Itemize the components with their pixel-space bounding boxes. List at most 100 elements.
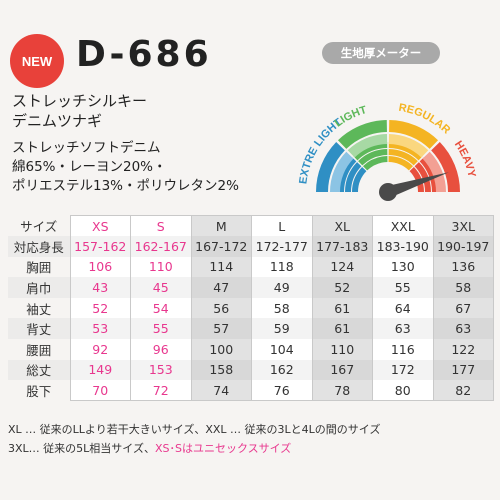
- table-cell: 53: [69, 318, 131, 340]
- table-cell: 157-162: [69, 236, 131, 257]
- product-code: D-686: [76, 34, 212, 75]
- table-cell: 56: [190, 297, 252, 319]
- table-cell: 106: [69, 256, 131, 278]
- table-row: 総丈 149 153 158 162 167 172 177: [8, 359, 494, 381]
- table-cell: 153: [130, 359, 191, 381]
- meter-segment-1: [337, 120, 387, 149]
- row-label: 背丈: [8, 318, 70, 340]
- table-cell: 55: [130, 318, 191, 340]
- table-row: 背丈 53 55 57 59 61 63 63: [8, 318, 494, 340]
- row-label: 袖丈: [26, 301, 52, 317]
- meter-segment-3: [431, 141, 460, 192]
- size-header-xxl: XXL: [372, 215, 433, 237]
- size-table: サイズ XS S M L XL XXL 3XL 対応身長 157-162 162-167 167-17…: [8, 215, 494, 402]
- meter-segment-2-inner-1: [388, 149, 418, 166]
- table-cell: 70: [69, 380, 131, 402]
- table-cell: 82: [432, 380, 494, 402]
- table-cell: 118: [251, 256, 312, 278]
- meter-segment-3-inner-0: [419, 157, 438, 192]
- new-badge: NEW: [10, 34, 64, 88]
- meter-segment-0-fill: [330, 151, 354, 192]
- table-row: 袖丈 52 54 56 58 61 64 67: [8, 297, 494, 319]
- size-header-3xl: 3XL: [432, 215, 494, 237]
- fabric-line3: ポリエステル13%・ポリウレタン2%: [12, 178, 239, 194]
- table-cell: 172-177: [251, 236, 312, 257]
- meter-segment-0-inner-1: [345, 162, 362, 192]
- table-cell: 110: [130, 256, 191, 278]
- table-cell: 58: [251, 297, 312, 319]
- table-cell: 114: [190, 256, 252, 278]
- meter-segment-3-fill: [422, 151, 446, 192]
- meter-segment-2-fill: [388, 134, 429, 158]
- meter-segment-3-inner-1: [414, 162, 431, 192]
- table-cell: 78: [311, 380, 373, 402]
- table-cell: 57: [190, 318, 252, 340]
- table-row: 股下 70 72 74 76 78 80 82: [8, 380, 494, 402]
- table-cell: 110: [311, 339, 373, 360]
- size-header-s: S: [130, 215, 191, 237]
- table-cell: 116: [372, 339, 433, 360]
- table-cell: 136: [432, 256, 494, 278]
- table-cell: 149: [69, 359, 131, 381]
- table-cell: 96: [130, 339, 191, 360]
- meter-segment-1-inner-1: [358, 149, 388, 166]
- table-cell: 47: [190, 277, 252, 298]
- table-cell: 74: [190, 380, 252, 402]
- table-cell: 63: [432, 318, 494, 340]
- table-cell: 190-197: [432, 236, 494, 257]
- table-cell: 92: [69, 339, 131, 360]
- size-note-unisex: XS･Sはユニセックスサイズ: [154, 442, 292, 455]
- size-header-xl: XL: [311, 215, 373, 237]
- table-cell: 177: [432, 359, 494, 381]
- row-label: 股下: [26, 384, 52, 400]
- size-header-l: L: [251, 215, 312, 237]
- size-note-line2: 3XL… 従来の5L相当サイズ、XS･Sはユニセックスサイズ: [8, 440, 291, 456]
- table-cell: 67: [432, 297, 494, 319]
- table-cell: 122: [432, 339, 494, 360]
- table-cell: 177-183: [311, 236, 373, 257]
- table-cell: 100: [190, 339, 252, 360]
- table-cell: 43: [69, 277, 131, 298]
- table-cell: 172: [372, 359, 433, 381]
- table-cell: 72: [130, 380, 191, 402]
- meter-segment-2-inner-2: [388, 156, 414, 171]
- fabric-line2: 綿65%・レーヨン20%・: [12, 159, 167, 175]
- meter-segment-1-fill: [347, 134, 388, 158]
- size-note-line1: XL … 従来のLLより若干大きいサイズ、XXL … 従来の3Lと4Lの間のサイ…: [8, 423, 381, 436]
- table-cell: 104: [251, 339, 312, 360]
- table-cell: 63: [372, 318, 433, 340]
- table-cell: 162-167: [130, 236, 191, 257]
- table-cell: 64: [372, 297, 433, 319]
- meter-graphic: EXTRE LIGHT LIGHT REGULAR HEAVY: [297, 102, 478, 201]
- meter-segment-0: [316, 141, 345, 192]
- table-cell: 61: [311, 297, 373, 319]
- table-row: 腰囲 92 96 100 104 110 116 122: [8, 339, 494, 360]
- table-cell: 45: [130, 277, 191, 298]
- needle-pointer: [386, 172, 449, 198]
- size-header-m: M: [190, 215, 252, 237]
- row-label: 胸囲: [26, 260, 52, 276]
- product-name-line1: ストレッチシルキー: [12, 92, 148, 110]
- table-cell: 158: [190, 359, 252, 381]
- product-name-line2: デニムツナギ: [12, 112, 103, 130]
- row-label: 腰囲: [26, 342, 52, 358]
- table-cell: 52: [311, 277, 373, 298]
- table-cell: 130: [372, 256, 433, 278]
- fabric-line1: ストレッチソフトデニム: [12, 140, 161, 156]
- table-row: 対応身長 157-162 162-167 167-172 172-177 177-183 1…: [8, 236, 494, 257]
- size-note-line2-main: 3XL… 従来の5L相当サイズ、: [8, 442, 155, 455]
- table-cell: 124: [311, 256, 373, 278]
- table-row: 胸囲 106 110 114 118 124 130 136: [8, 256, 494, 278]
- meter-segment-0-inner-0: [338, 157, 357, 192]
- meter-title: 生地厚メーター: [322, 42, 440, 64]
- table-cell: 76: [251, 380, 312, 402]
- table-cell: 58: [432, 277, 494, 298]
- fabric-thickness-meter: 生地厚メーター EXTRE LIGHT LIGHT REGULAR HEAVY: [268, 36, 500, 216]
- table-cell: 55: [372, 277, 433, 298]
- table-cell: 167: [311, 359, 373, 381]
- row-label: 肩巾: [8, 277, 70, 298]
- table-cell: 52: [69, 297, 131, 319]
- new-badge-label: NEW: [21, 53, 53, 69]
- table-cell: 49: [251, 277, 312, 298]
- meter-segment-1-inner-2: [362, 156, 388, 171]
